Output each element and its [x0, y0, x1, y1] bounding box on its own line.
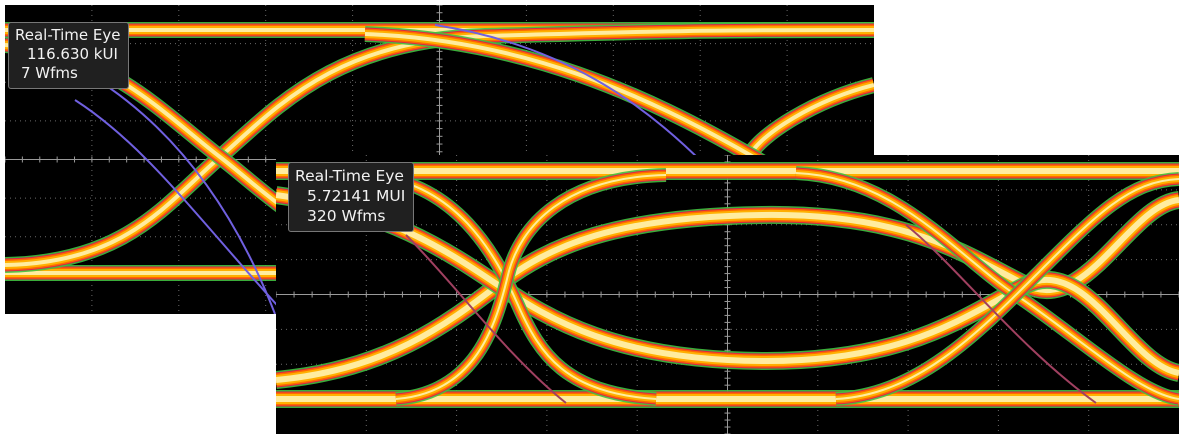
trace-outlier-2 [905, 224, 1097, 404]
readout-ui-count: 116.630 kUI [27, 45, 118, 63]
eye-readout-1[interactable]: Real-Time Eye 116.630 kUI 7 Wfms [8, 22, 130, 89]
readout-waveform-count: 320 Wfms [307, 207, 386, 225]
trace-outlier-2 [74, 99, 286, 314]
readout-ui-count: 5.72141 MUI [307, 187, 406, 205]
trace-rise-3 [835, 172, 1179, 406]
trace-outlier-3 [434, 24, 706, 166]
trace-fall-3 [795, 166, 1179, 406]
trace-rise-2 [395, 168, 667, 406]
readout-waveform-count: 7 Wfms [21, 64, 78, 82]
trace-fall-2 [365, 168, 657, 406]
eye-diagram-display-2[interactable]: Real-Time Eye 5.72141 MUI 320 Wfms [276, 155, 1179, 434]
eye-diagram-plot-2 [276, 155, 1179, 434]
eye-readout-2[interactable]: Real-Time Eye 5.72141 MUI 320 Wfms [288, 162, 415, 232]
trace-fall-1 [276, 186, 1179, 382]
trace-outlier-1 [89, 74, 276, 314]
eye-traces-2 [276, 162, 1179, 408]
readout-title: Real-Time Eye [15, 26, 121, 44]
trace-rise-1 [5, 22, 874, 273]
readout-title: Real-Time Eye [295, 167, 404, 185]
trace-outlier-1 [405, 234, 567, 404]
